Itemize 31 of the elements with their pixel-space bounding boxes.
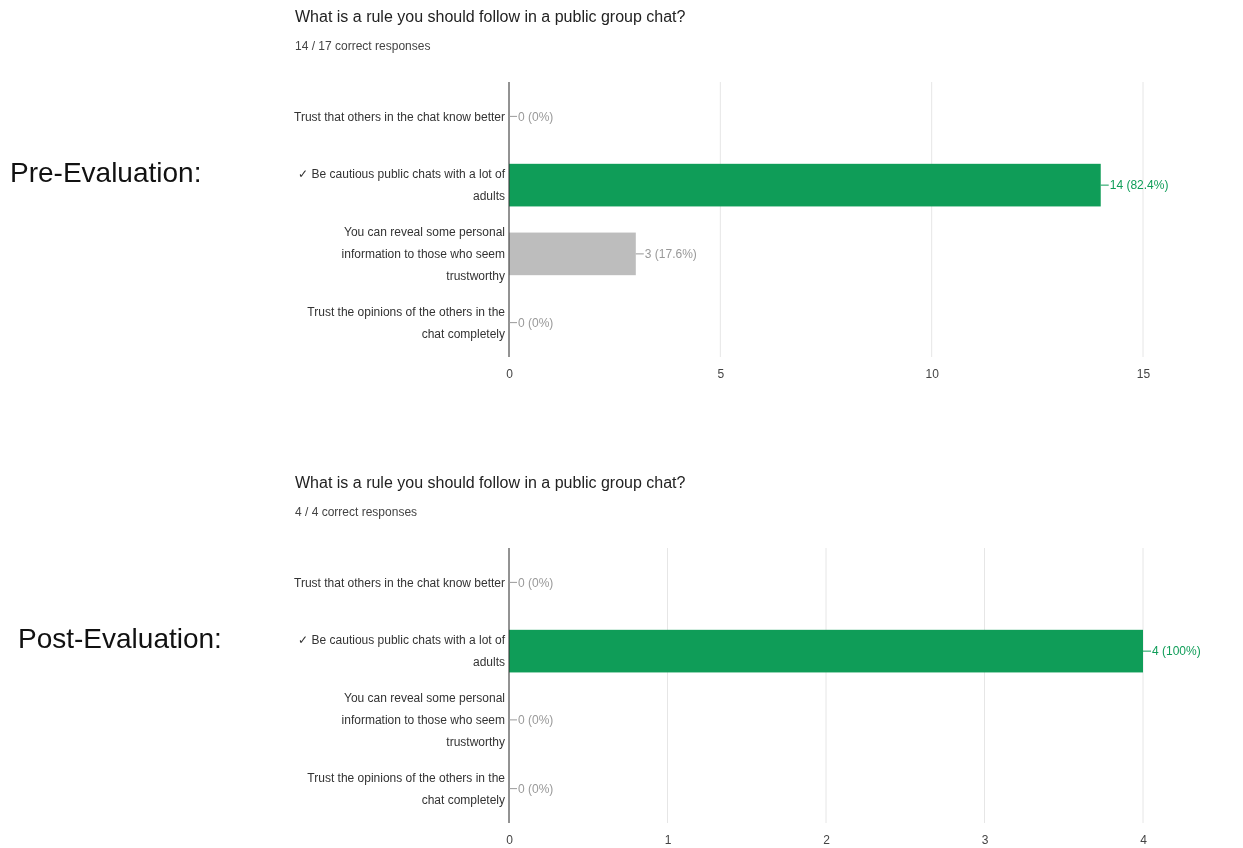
y-tick-label: Trust the opinions of the others in the chat completely	[307, 770, 506, 807]
x-tick-label: 0	[506, 833, 514, 847]
text: Pre-Evaluation:	[10, 157, 202, 188]
x-tick-label: 15	[1136, 367, 1151, 381]
y-tick-label: Trust that others in the chat know better	[294, 109, 505, 124]
chart-title: What is a rule you should follow in a public group chat?	[295, 8, 686, 25]
y-tick-label: You can reveal some personal information to those who seem trustworthy	[341, 225, 505, 284]
x-tick-label: 0	[506, 367, 514, 381]
x-tick-label: 10	[925, 367, 940, 381]
y-tick-label: Trust the opinions of the others in the chat completely	[307, 304, 506, 341]
data-label: 0 (0%)	[518, 713, 554, 728]
text: 14 / 17 correct responses	[295, 39, 431, 53]
data-label: 0 (0%)	[518, 315, 554, 330]
data-label: 0 (0%)	[518, 575, 554, 590]
chart-title: What is a rule you should follow in a public group chat?	[295, 474, 686, 491]
text: Post-Evaluation:	[18, 623, 222, 654]
x-tick-label: 2	[823, 833, 831, 847]
x-tick-label: 4	[1140, 833, 1148, 847]
data-label: 0 (0%)	[518, 109, 554, 124]
y-tick-label: You can reveal some personal information to those who seem trustworthy	[341, 691, 505, 750]
x-tick-label: 1	[664, 833, 672, 847]
data-label: 14 (82.4%)	[1109, 178, 1169, 193]
data-label: 3 (17.6%)	[644, 247, 697, 262]
y-tick-label: ✓ Be cautious public chats with a lot of adults	[298, 633, 506, 670]
y-tick-label: ✓ Be cautious public chats with a lot of adults	[298, 167, 506, 204]
text: 4 / 4 correct responses	[295, 505, 418, 519]
data-label: 4 (100%)	[1152, 644, 1201, 659]
y-tick-label: Trust that others in the chat know better	[294, 575, 505, 590]
data-label: 0 (0%)	[518, 781, 554, 796]
x-tick-label: 3	[981, 833, 989, 847]
x-tick-label: 5	[717, 367, 725, 381]
